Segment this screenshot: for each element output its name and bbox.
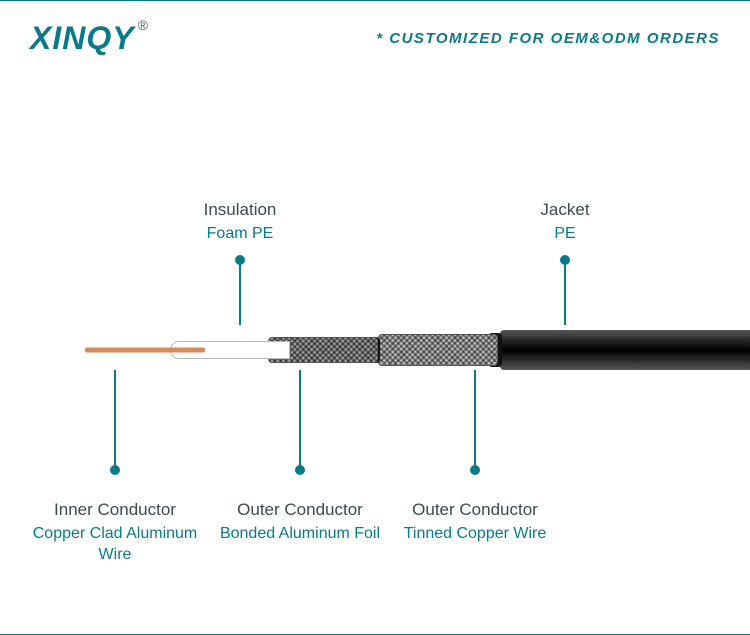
callout-jacket: Jacket PE xyxy=(475,200,655,245)
callout-outer-conductor-foil: Outer Conductor Bonded Aluminum Foil xyxy=(210,500,390,545)
layer-jacket xyxy=(500,330,750,370)
callout-insulation: Insulation Foam PE xyxy=(150,200,330,245)
dot-inner-conductor xyxy=(110,465,120,475)
tagline-text: * CUSTOMIZED FOR OEM&ODM ORDERS xyxy=(376,30,720,47)
callout-outer-conductor-braid: Outer Conductor Tinned Copper Wire xyxy=(385,500,565,545)
brand-logo: XINQY® xyxy=(30,20,149,57)
callout-inner-value: Copper Clad Aluminum Wire xyxy=(25,524,205,566)
callout-inner-conductor: Inner Conductor Copper Clad Aluminum Wir… xyxy=(25,500,205,566)
dot-outer-conductor-braid xyxy=(470,465,480,475)
header: XINQY® * CUSTOMIZED FOR OEM&ODM ORDERS xyxy=(0,0,750,80)
callout-inner-title: Inner Conductor xyxy=(25,500,205,520)
cable-diagram: Insulation Foam PE Jacket PE Inner Condu… xyxy=(0,80,750,620)
frame-border-bottom xyxy=(0,625,750,635)
lead-jacket xyxy=(564,260,566,325)
callout-jacket-title: Jacket xyxy=(475,200,655,220)
layer-outer-conductor-braid xyxy=(378,334,498,366)
dot-insulation xyxy=(235,255,245,265)
lead-inner-conductor xyxy=(114,370,116,470)
brand-logo-text: XINQY xyxy=(30,20,135,56)
callout-outer2-value: Tinned Copper Wire xyxy=(385,524,565,545)
registered-mark: ® xyxy=(138,17,149,33)
callout-outer1-value: Bonded Aluminum Foil xyxy=(210,524,390,545)
lead-outer-conductor-braid xyxy=(474,370,476,470)
dot-outer-conductor-foil xyxy=(295,465,305,475)
callout-outer1-title: Outer Conductor xyxy=(210,500,390,520)
callout-insulation-title: Insulation xyxy=(150,200,330,220)
callout-jacket-value: PE xyxy=(475,224,655,245)
lead-insulation xyxy=(239,260,241,325)
layer-inner-conductor xyxy=(85,348,205,353)
lead-outer-conductor-foil xyxy=(299,370,301,470)
dot-jacket xyxy=(560,255,570,265)
callout-insulation-value: Foam PE xyxy=(150,224,330,245)
callout-outer2-title: Outer Conductor xyxy=(385,500,565,520)
